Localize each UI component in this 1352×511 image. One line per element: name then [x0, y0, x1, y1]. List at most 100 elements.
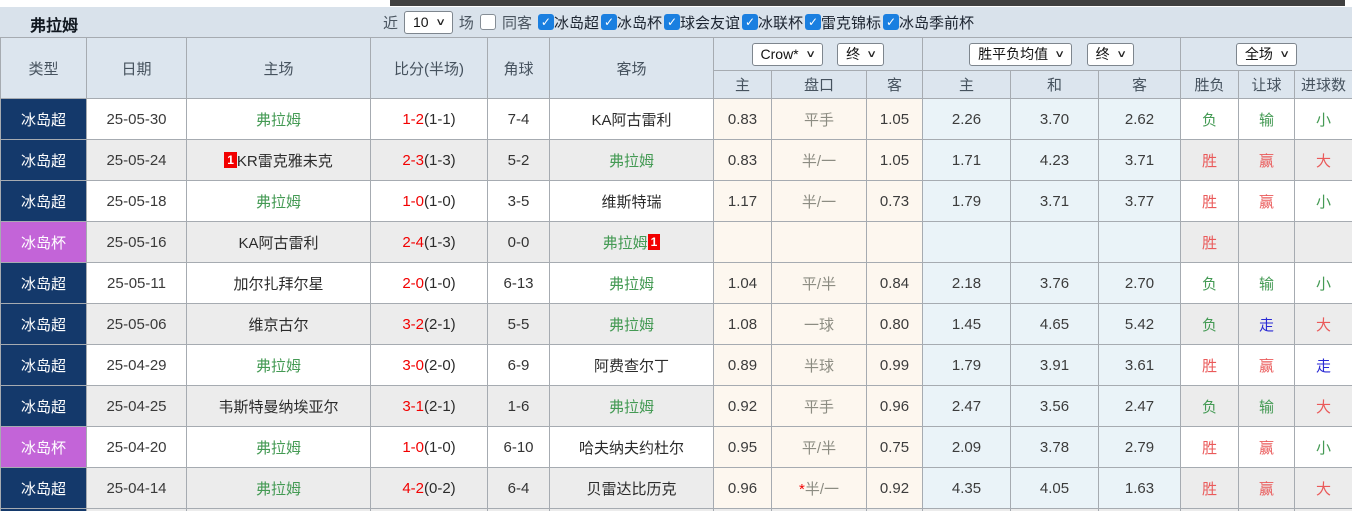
checkbox-checked-icon[interactable]: ✓ [805, 14, 822, 30]
match-row: 冰岛超 25-05-18 弗拉姆 1-0(1-0) 3-5 维斯特瑞 1.17 半/一 0.73… [0, 180, 1352, 222]
odds-away: 0.80 [866, 303, 923, 345]
result-winloss: 胜 [1180, 467, 1239, 509]
odds-handicap: *半/一 [771, 467, 867, 509]
result-handicap: 赢 [1238, 467, 1295, 509]
score: 2-4(1-3) [370, 221, 488, 263]
mean-away: 2.62 [1098, 98, 1181, 140]
corners: 6-4 [487, 467, 550, 509]
odds-handicap: 一球 [771, 303, 867, 345]
score: 3-2(2-1) [370, 303, 488, 345]
col-result: 胜负 [1180, 70, 1239, 99]
col-type: 类型 [0, 37, 87, 99]
corners: 6-13 [487, 262, 550, 304]
home-team[interactable]: KA阿古雷利 [186, 221, 371, 263]
home-team[interactable]: 弗拉姆 [186, 180, 371, 222]
away-team[interactable]: 弗拉姆 [549, 262, 714, 304]
competition-filter-item[interactable]: ✓ 球会友谊 [663, 12, 740, 33]
checkbox-checked-icon[interactable]: ✓ [663, 14, 680, 30]
competition-filter-item[interactable]: ✓ 冰岛杯 [600, 12, 662, 33]
star-icon: * [798, 480, 805, 498]
match-date: 25-04-14 [86, 467, 187, 509]
match-row: 冰岛超 25-04-14 弗拉姆 4-2(0-2) 6-4 贝雷达比历克 0.96 *半/一 0… [0, 467, 1352, 509]
league-badge: 冰岛杯 [0, 221, 87, 263]
away-team[interactable]: 弗拉姆 [549, 303, 714, 345]
match-date: 25-05-11 [86, 262, 187, 304]
mean-odds-select[interactable]: 胜平负均值 ∨ [969, 42, 1073, 66]
away-team[interactable]: KA阿古雷利 [549, 98, 714, 140]
home-team[interactable]: 弗拉姆 [186, 426, 371, 468]
mean-time-select[interactable]: 终 ∨ [1086, 42, 1134, 66]
away-team[interactable]: 哈夫纳夫约杜尔 [549, 426, 714, 468]
matches-count-select[interactable]: 10 ∨ [404, 10, 453, 34]
checkbox-checked-icon[interactable]: ✓ [600, 14, 617, 30]
scope-select[interactable]: 全场 ∨ [1235, 42, 1298, 66]
odds-away: 0.92 [866, 467, 923, 509]
home-team[interactable]: 1 KR雷克雅未克 [186, 139, 371, 181]
match-row: 冰岛超 25-04-29 弗拉姆 3-0(2-0) 6-9 阿费查尔丁 0.89 半球 0.99… [0, 344, 1352, 386]
score: 3-1(2-1) [370, 385, 488, 427]
mean-home: 4.35 [922, 467, 1011, 509]
checkbox-checked-icon[interactable]: ✓ [537, 14, 554, 30]
col-mean-home: 主 [922, 70, 1011, 99]
score: 2-0(1-0) [370, 262, 488, 304]
checkbox-checked-icon[interactable]: ✓ [742, 14, 758, 30]
mean-draw: 3.91 [1010, 344, 1099, 386]
mean-draw: 3.70 [1010, 98, 1099, 140]
mean-home: 2.47 [922, 385, 1011, 427]
odds-handicap: 平手 [771, 385, 867, 427]
odds-home: 0.89 [713, 344, 772, 386]
match-date: 25-04-29 [86, 344, 187, 386]
same-opponent-checkbox[interactable] [479, 14, 496, 30]
result-winloss: 负 [1180, 98, 1239, 140]
result-goals: 大 [1294, 303, 1352, 345]
home-team[interactable]: 维京古尔 [186, 303, 371, 345]
corners: 5-2 [487, 139, 550, 181]
competition-filter-item[interactable]: ✓ 雷克锦标 [805, 12, 881, 33]
match-date: 25-05-16 [86, 221, 187, 263]
odds-company-select[interactable]: Crow* ∨ [751, 42, 823, 66]
competition-filter-list: ✓ 冰岛超 ✓ 冰岛杯 ✓ 球会友谊 ✓ 冰联杯 ✓ 雷克锦标 ✓ 冰岛季前杯 [537, 12, 974, 33]
match-row: 冰岛超 25-04-25 韦斯特曼纳埃亚尔 3-1(2-1) 1-6 弗拉姆 0.92 平手 0… [0, 385, 1352, 427]
away-team[interactable]: 弗拉姆 [549, 385, 714, 427]
score: 4-2(0-2) [370, 467, 488, 509]
filter-controls: 近 10 ∨ 场 同客 ✓ 冰岛超 ✓ 冰岛杯 ✓ 球会友谊 ✓ 冰联杯 ✓ 雷克锦标 ✓ 冰岛季前杯 [383, 7, 974, 37]
col-odds-away: 客 [866, 70, 923, 99]
odds-home [713, 221, 772, 263]
odds-home: 0.83 [713, 139, 772, 181]
league-badge: 冰岛杯 [0, 426, 87, 468]
competition-filter-item[interactable]: ✓ 冰岛季前杯 [883, 12, 974, 33]
corners: 5-5 [487, 303, 550, 345]
competition-filter-item[interactable]: ✓ 冰联杯 [742, 12, 803, 33]
league-badge: 冰岛超 [0, 467, 87, 509]
result-handicap: 赢 [1238, 426, 1295, 468]
match-date: 25-05-24 [86, 139, 187, 181]
home-team[interactable]: 加尔扎拜尔星 [186, 262, 371, 304]
home-team[interactable]: 弗拉姆 [186, 467, 371, 509]
col-mean-draw: 和 [1010, 70, 1099, 99]
result-handicap [1238, 221, 1295, 263]
away-team[interactable]: 贝雷达比历克 [549, 467, 714, 509]
away-team[interactable]: 维斯特瑞 [549, 180, 714, 222]
mean-away: 3.71 [1098, 139, 1181, 181]
corners: 6-9 [487, 344, 550, 386]
odds-time-select[interactable]: 终 ∨ [837, 42, 885, 66]
col-cover: 让球 [1238, 70, 1295, 99]
mean-away: 1.63 [1098, 467, 1181, 509]
chevron-down-icon: ∨ [434, 16, 446, 28]
away-team[interactable]: 弗拉姆 1 [549, 221, 714, 263]
chevron-down-icon: ∨ [866, 48, 878, 60]
home-team[interactable]: 弗拉姆 [186, 98, 371, 140]
asian-odds-group: Crow* ∨ 终 ∨ [713, 37, 923, 71]
matches-label: 场 [458, 14, 474, 32]
competition-label: 冰岛季前杯 [899, 14, 975, 32]
home-team[interactable]: 弗拉姆 [186, 344, 371, 386]
checkbox-checked-icon[interactable]: ✓ [883, 14, 900, 30]
away-team[interactable]: 阿费查尔丁 [549, 344, 714, 386]
mean-away: 3.61 [1098, 344, 1181, 386]
home-team[interactable]: 韦斯特曼纳埃亚尔 [186, 385, 371, 427]
competition-filter-item[interactable]: ✓ 冰岛超 [537, 12, 599, 33]
odds-home: 0.96 [713, 467, 772, 509]
away-team[interactable]: 弗拉姆 [549, 139, 714, 181]
league-badge: 冰岛超 [0, 303, 87, 345]
league-badge: 冰岛超 [0, 385, 87, 427]
